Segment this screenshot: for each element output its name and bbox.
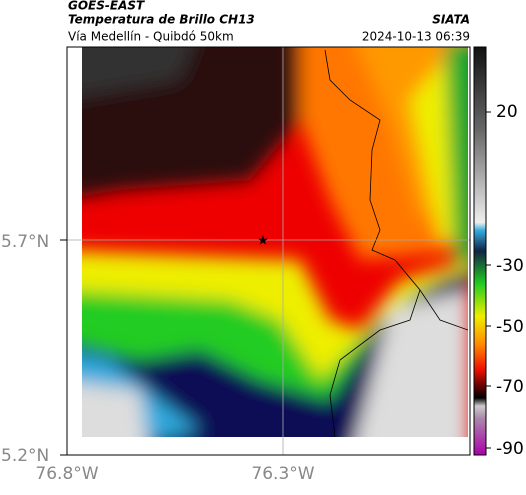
map-frame xyxy=(66,46,471,456)
colorbar-label: -30 xyxy=(496,256,524,276)
lat-label: 5.2°N xyxy=(1,446,49,466)
colorbar-ticks xyxy=(486,111,491,449)
timestamp: 2024-10-13 06:39 xyxy=(362,30,470,44)
subtitle: Vía Medellín - Quibdó 50km xyxy=(68,30,234,44)
lon-label: 76.8°W xyxy=(35,464,98,484)
colorbar-label: -70 xyxy=(496,377,524,397)
colorbar-label: -90 xyxy=(496,439,524,459)
satellite-image xyxy=(82,47,468,437)
colorbar-label: -50 xyxy=(496,317,524,337)
agency: SIATA xyxy=(432,13,470,27)
city-marker: ★ xyxy=(257,234,269,249)
source: GOES-EAST xyxy=(68,0,145,13)
title: Temperatura de Brillo CH13 xyxy=(68,13,255,27)
lon-label: 76.3°W xyxy=(251,464,314,484)
colorbar-label: 20 xyxy=(496,102,518,122)
lat-label: 5.7°N xyxy=(1,232,49,252)
colorbar xyxy=(473,46,487,456)
